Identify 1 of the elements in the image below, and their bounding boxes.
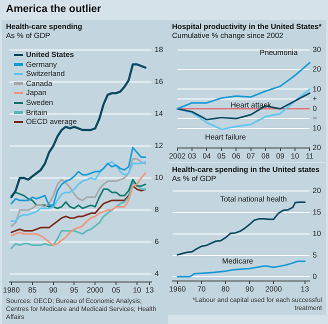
- text: America the outlier: [6, 3, 102, 15]
